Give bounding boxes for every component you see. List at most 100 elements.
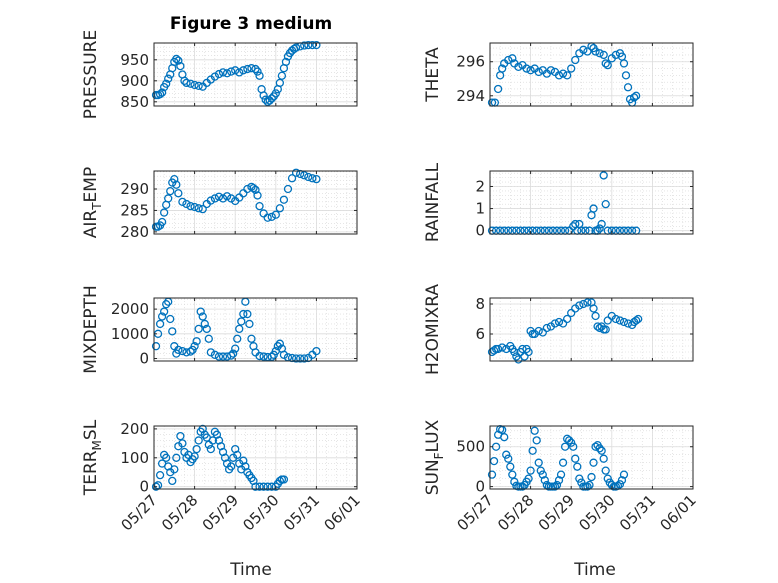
data-point	[267, 212, 276, 222]
data-point	[619, 59, 629, 68]
data-point	[206, 444, 215, 454]
data-point	[255, 482, 264, 491]
data-point	[312, 346, 321, 356]
data-point	[194, 324, 203, 334]
data-point	[524, 347, 533, 357]
data-point	[599, 454, 608, 463]
data-point	[506, 462, 515, 471]
data-point	[597, 446, 606, 455]
data-point	[271, 89, 280, 98]
x-tick-label: 06/01	[657, 491, 700, 534]
ticks: 0 1 2	[475, 171, 694, 240]
data-point	[194, 204, 203, 213]
data-point	[247, 334, 256, 343]
data-point	[312, 174, 321, 184]
data-point	[231, 66, 240, 75]
data-point	[595, 224, 604, 233]
data-point	[194, 81, 203, 90]
y-tick-label: 296	[456, 53, 485, 71]
data-point	[192, 337, 201, 346]
data-point	[500, 433, 509, 442]
data-point	[196, 307, 205, 316]
data-point	[170, 174, 179, 184]
data-point	[562, 314, 572, 324]
data-point	[589, 458, 598, 467]
data-point	[623, 83, 633, 92]
data-point	[182, 78, 191, 88]
data-point	[164, 194, 173, 203]
data-point	[259, 482, 268, 491]
x-tick-label: 05/29	[535, 491, 578, 534]
data-point	[208, 436, 218, 445]
data-point	[235, 68, 244, 77]
data-point	[178, 197, 187, 207]
data-point	[164, 74, 173, 83]
ticks: 0 1000 2000	[111, 298, 358, 368]
data-point	[487, 470, 497, 479]
data-point	[510, 477, 519, 486]
data-point	[218, 352, 228, 361]
x-tick-label: 05/31	[280, 491, 323, 534]
data-point	[245, 319, 254, 329]
data-point	[192, 444, 201, 454]
y-tick-label: 100	[120, 449, 149, 467]
data-point	[571, 454, 580, 463]
y-axis-label: PRESSURE	[81, 30, 101, 119]
y-tick-label: 0	[475, 478, 485, 496]
data-point	[190, 452, 199, 461]
data-point	[186, 79, 195, 88]
data-point	[599, 50, 608, 60]
data-point	[615, 480, 625, 489]
y-axis-label: RAINFALL	[423, 162, 443, 242]
axes-box	[489, 425, 694, 490]
data-point	[267, 352, 276, 361]
major-grid	[489, 298, 694, 361]
x-tick-label: 05/30	[239, 491, 282, 534]
data-point	[174, 345, 183, 355]
data-point	[176, 431, 185, 441]
data-point	[489, 456, 499, 466]
x-tick-label: 06/01	[321, 491, 364, 534]
data-point	[312, 40, 321, 50]
data-point	[168, 476, 177, 486]
data-point	[162, 300, 171, 309]
data-point	[304, 172, 313, 182]
data-point	[281, 57, 291, 67]
data-point	[157, 88, 167, 97]
data-point	[603, 474, 612, 483]
x-axis-label-left: Time	[229, 560, 272, 580]
data-point	[214, 69, 224, 79]
data-point	[591, 442, 600, 451]
data-point	[554, 71, 564, 80]
series-points	[487, 42, 641, 107]
axes-box	[489, 297, 694, 362]
data-point	[508, 470, 517, 479]
data-point	[538, 470, 547, 479]
data-point	[526, 466, 535, 475]
data-point	[259, 352, 268, 361]
data-point	[283, 184, 293, 194]
data-point	[291, 168, 301, 177]
data-point	[166, 186, 175, 196]
data-point	[597, 219, 606, 229]
data-point	[514, 62, 523, 71]
data-point	[579, 299, 588, 309]
data-point	[579, 45, 588, 54]
data-point	[508, 54, 517, 63]
data-point	[575, 301, 584, 310]
ticks: 68	[475, 295, 694, 361]
data-point	[233, 334, 242, 343]
data-point	[159, 208, 169, 217]
ticks: 294 296	[456, 43, 694, 106]
data-point	[206, 196, 215, 205]
data-point	[526, 66, 535, 75]
data-point	[172, 54, 181, 64]
data-point	[159, 307, 169, 316]
data-point	[247, 64, 256, 73]
x-tick-label: 05/29	[199, 491, 242, 534]
data-point	[190, 202, 199, 212]
data-point	[634, 314, 643, 324]
data-point	[558, 458, 568, 467]
data-point	[279, 475, 289, 484]
